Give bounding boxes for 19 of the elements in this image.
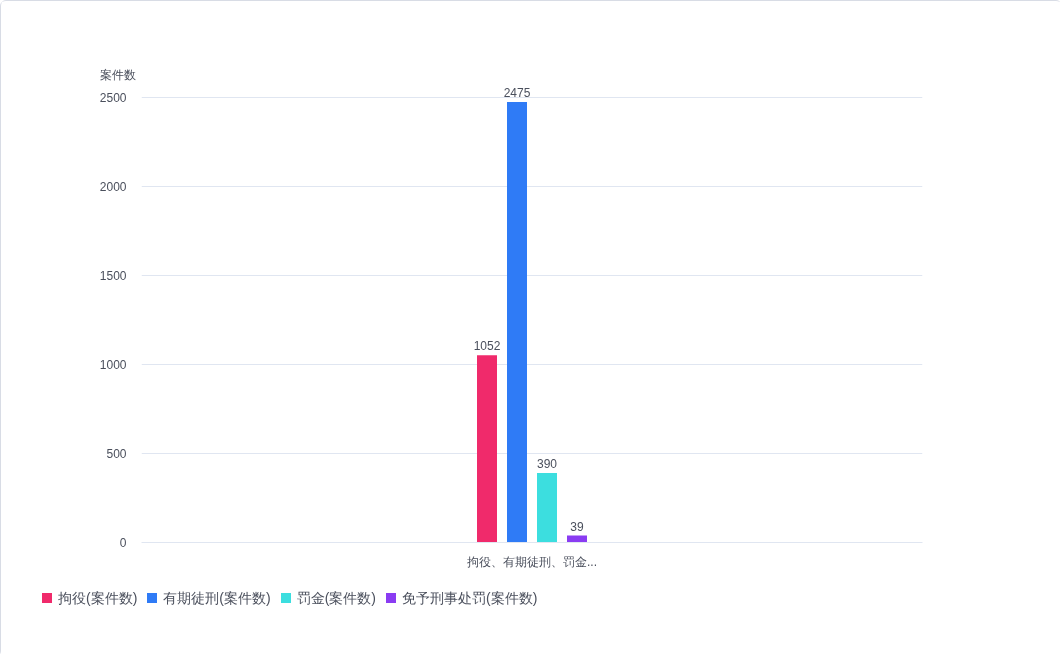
data-label: 2475: [503, 85, 531, 100]
legend-label: 罚金(案件数): [296, 590, 376, 606]
y-tick-label: 1000: [99, 358, 127, 372]
legend-label: 拘役(案件数): [58, 590, 138, 606]
legend-label: 免予刑事处罚(案件数): [402, 590, 538, 606]
data-label: 39: [570, 519, 584, 534]
y-tick-label: 0: [119, 536, 127, 550]
bar: [537, 473, 557, 543]
y-tick-label: 2500: [99, 91, 127, 105]
y-axis-title: 案件数: [99, 67, 136, 82]
y-tick-label: 1500: [99, 269, 127, 283]
bar: [477, 355, 497, 543]
legend-label: 有期徒刑(案件数): [163, 590, 271, 606]
data-label: 1052: [473, 339, 501, 354]
data-label: 390: [536, 457, 558, 472]
bar: [507, 101, 527, 543]
x-tick-label: 拘役、有期徒刑、罚金...: [467, 554, 598, 569]
y-tick-label: 2000: [99, 180, 127, 194]
y-tick-label: 500: [106, 447, 127, 461]
